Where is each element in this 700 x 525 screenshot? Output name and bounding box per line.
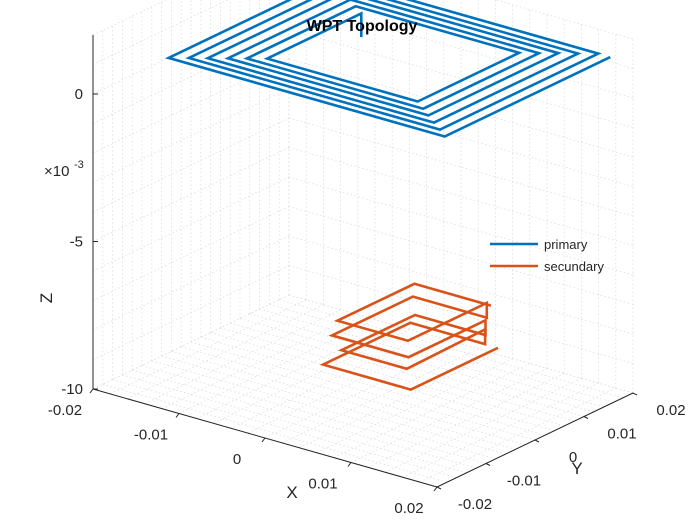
floor-grid-line: [141, 365, 487, 464]
y-axis-label: Y: [571, 459, 582, 478]
series-line-secundary: [319, 282, 499, 391]
left-grid-line: [92, 58, 290, 154]
x-tick-mark: [261, 437, 266, 443]
x-tick-mark: [175, 413, 180, 418]
x-tick-mark: [433, 486, 438, 492]
floor-grid-line: [269, 304, 614, 403]
floor-grid-line: [419, 387, 616, 483]
floor-grid-line: [264, 343, 462, 439]
floor-grid-line: [132, 369, 477, 469]
floor-grid-line: [299, 353, 496, 449]
z-exponent: ×10 -3: [44, 159, 84, 180]
chart-title: WPT Topology: [307, 18, 418, 35]
left-grid-line: [92, 206, 290, 301]
left-grid-line: [92, 294, 290, 390]
left-grid-line: [92, 147, 290, 242]
left-grid-line: [92, 235, 290, 331]
floor-grid-line: [333, 363, 530, 458]
x-tick-label: 0.02: [394, 500, 423, 517]
floor-grid-line: [161, 314, 358, 409]
tick-layer: -0.02 -0.01 0 0.01 0.02 -0.02 -0.01 0 0.01 0.02 -1…: [48, 86, 686, 517]
z-tick-label: -5: [70, 234, 83, 251]
y-tick-label: -0.02: [458, 496, 492, 513]
z-exponent-power: -3: [74, 159, 84, 171]
x-tick-label: -0.01: [134, 427, 168, 444]
z-tick-label: 0: [75, 86, 83, 103]
floor-grid-line: [171, 351, 516, 450]
floor-grid-line: [368, 373, 565, 468]
y-tick-label: -0.01: [507, 473, 541, 490]
left-grid-line: [92, 265, 290, 360]
floor-grid-line: [144, 309, 341, 405]
x-tick-mark: [89, 388, 94, 394]
y-tick-mark: [583, 416, 589, 419]
x-tick-label: 0.01: [308, 476, 337, 493]
floor-grid-line: [402, 382, 599, 478]
left-grid-line: [92, 0, 167, 36]
y-tick-label: 0.01: [607, 426, 636, 443]
axes-layer: [89, 35, 638, 492]
legend: primary secundary: [490, 237, 604, 274]
y-tick-mark: [534, 439, 540, 443]
series-line-primary: [164, 0, 611, 138]
legend-label-secundary: secundary: [544, 259, 604, 274]
y-tick-mark: [632, 392, 638, 396]
left-grid-line: [92, 88, 290, 183]
floor-grid-line: [127, 304, 324, 400]
floor-grid-line: [249, 313, 594, 413]
x-tick-label: -0.02: [48, 402, 82, 419]
x-tick-label: 0: [233, 451, 241, 468]
floor-grid-line: [196, 324, 393, 419]
left-grid-line: [92, 0, 229, 65]
floor-grid-line: [230, 333, 427, 429]
x-tick-mark: [347, 462, 352, 467]
x-axis-label: X: [286, 483, 297, 502]
floor-grid-line: [110, 299, 307, 395]
left-grid-line: [92, 117, 290, 213]
y-tick-mark: [485, 463, 491, 466]
z-axis-label: Z: [37, 293, 56, 303]
y-tick-label: 0: [569, 449, 577, 466]
grid-layer: [92, 0, 634, 488]
floor-grid-line: [279, 299, 624, 399]
legend-label-primary: primary: [544, 237, 588, 252]
y-tick-label: 0.02: [656, 402, 685, 419]
floor-grid-line: [200, 336, 545, 436]
floor-grid-line: [181, 346, 526, 446]
series-layer: [164, 0, 611, 391]
left-grid-line: [92, 176, 290, 272]
y-tick-mark: [436, 486, 442, 490]
z-exponent-base: ×10: [44, 163, 69, 180]
z-tick-label: -10: [61, 381, 83, 398]
